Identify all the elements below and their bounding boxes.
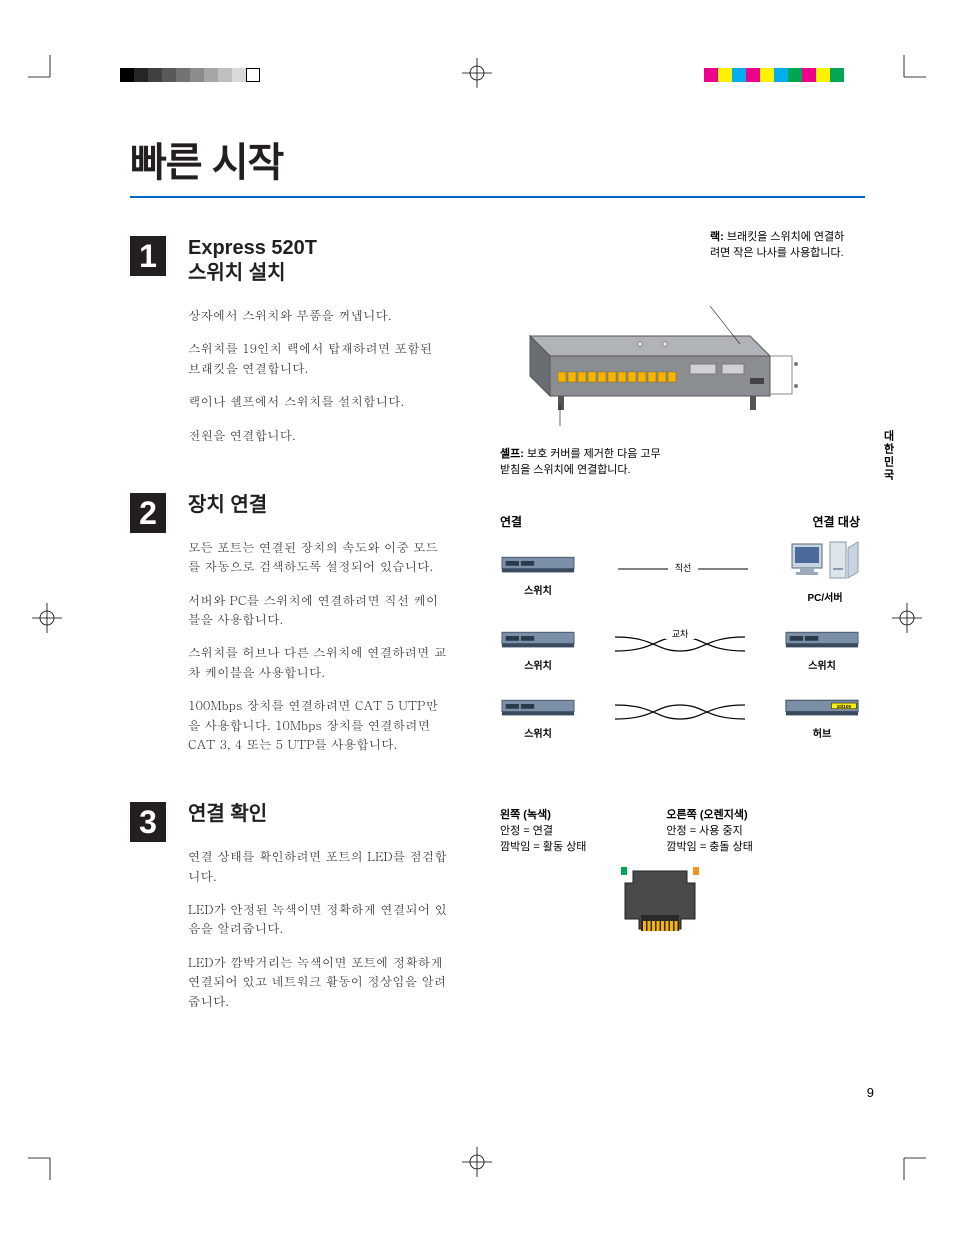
- side-tab: 대한민국: [880, 430, 896, 482]
- device-right: PC/서버: [790, 540, 860, 604]
- content-area: 빠른 시작 1Express 520T스위치 설치상자에서 스위치와 부품을 꺼…: [130, 130, 874, 1059]
- header-right: 연결 대상: [813, 513, 861, 530]
- crop-mark: [896, 55, 926, 85]
- device-right: 스위치: [784, 622, 860, 672]
- crop-mark: [28, 1150, 58, 1180]
- device-left: 스위치: [500, 622, 576, 672]
- led-legend: 왼쪽 (녹색)안정 = 연결깜박임 = 활동 상태오른쪽 (오렌지색)안정 = …: [500, 806, 820, 855]
- cable: [615, 697, 745, 732]
- switch-diagram: [500, 286, 860, 451]
- paragraph: 100Mbps 장치를 연결하려면 CAT 5 UTP만을 사용합니다. 10M…: [188, 696, 448, 754]
- crop-mark: [896, 1150, 926, 1180]
- paragraph: 스위치를 19인치 랙에서 탑재하려면 포함된 브래킷을 연결합니다.: [188, 339, 448, 378]
- svg-text:10/100: 10/100: [837, 704, 852, 710]
- cable: 교차: [615, 629, 745, 664]
- connection-row: 스위치 교차 스위치: [500, 622, 860, 672]
- paragraph: 랙이나 쉘프에서 스위치를 설치합니다.: [188, 392, 448, 411]
- connection-row: 스위치 10/100 허브: [500, 690, 860, 740]
- section-2: 2장치 연결모든 포트는 연결된 장치의 속도와 이중 모드를 자동으로 검색하…: [130, 493, 874, 768]
- led-right-col: 오른쪽 (오렌지색)안정 = 사용 중지깜박임 = 충돌 상태: [666, 806, 820, 855]
- color-bar: [704, 68, 844, 82]
- step-number: 1: [130, 236, 166, 276]
- registration-mark: [22, 598, 62, 638]
- registration-mark: [457, 48, 497, 88]
- title-rule: [130, 196, 865, 198]
- paragraph: 모든 포트는 연결된 장치의 속도와 이중 모드를 자동으로 검색하도록 설정되…: [188, 538, 448, 577]
- shelf-label: 셸프: 보호 커버를 제거한 다음 고무 받침을 스위치에 연결합니다.: [500, 447, 670, 479]
- registration-mark: [457, 1147, 497, 1187]
- header-left: 연결: [500, 513, 522, 530]
- led-left-col: 왼쪽 (녹색)안정 = 연결깜박임 = 활동 상태: [500, 806, 654, 855]
- paragraph: LED가 깜박거리는 녹색이면 포트에 정확하게 연결되어 있고 네트워크 활동…: [188, 953, 448, 1011]
- device-left: 스위치: [500, 690, 576, 740]
- paragraph: 서버와 PC를 스위치에 연결하려면 직선 케이블을 사용합니다.: [188, 591, 448, 630]
- paragraph: LED가 안정된 녹색이면 정확하게 연결되어 있음을 알려줍니다.: [188, 900, 448, 939]
- paragraph: 전원을 연결합니다.: [188, 426, 448, 445]
- figure: 랙: 브래킷을 스위치에 연결하려면 작은 나사를 사용합니다. 셸프: 보호 …: [500, 236, 860, 479]
- step-number: 3: [130, 802, 166, 842]
- step-number: 2: [130, 493, 166, 533]
- device-left: 스위치: [500, 547, 576, 597]
- page-number: 9: [867, 1085, 874, 1100]
- section-3: 3연결 확인연결 상태를 확인하려면 포트의 LED를 점검합니다.LED가 안…: [130, 802, 874, 1025]
- connection-headers: 연결 연결 대상: [500, 513, 860, 530]
- figure: 왼쪽 (녹색)안정 = 연결깜박임 = 활동 상태오른쪽 (오렌지색)안정 = …: [500, 806, 820, 942]
- svg-text:교차: 교차: [672, 629, 689, 639]
- device-right: 10/100 허브: [784, 690, 860, 740]
- svg-text:직선: 직선: [675, 563, 692, 573]
- page-title: 빠른 시작: [130, 130, 874, 188]
- paragraph: 연결 상태를 확인하려면 포트의 LED를 점검합니다.: [188, 847, 448, 886]
- paragraph: 스위치를 허브나 다른 스위치에 연결하려면 교차 케이블을 사용합니다.: [188, 643, 448, 682]
- registration-mark: [892, 598, 932, 638]
- cable: 직선: [618, 554, 748, 589]
- figure: 연결 연결 대상 스위치 직선 PC/서버 스위치 교차 스위치 스위치: [500, 513, 860, 758]
- crop-mark: [28, 55, 58, 85]
- page: 대한민국 빠른 시작 1Express 520T스위치 설치상자에서 스위치와 …: [0, 0, 954, 1235]
- connection-row: 스위치 직선 PC/서버: [500, 540, 860, 604]
- rack-label: 랙: 브래킷을 스위치에 연결하려면 작은 나사를 사용합니다.: [710, 230, 850, 262]
- section-1: 1Express 520T스위치 설치상자에서 스위치와 부품을 꺼냅니다.스위…: [130, 236, 874, 459]
- grayscale-bar: [120, 68, 260, 82]
- rj45-port-diagram: [500, 865, 820, 942]
- paragraph: 상자에서 스위치와 부품을 꺼냅니다.: [188, 306, 448, 325]
